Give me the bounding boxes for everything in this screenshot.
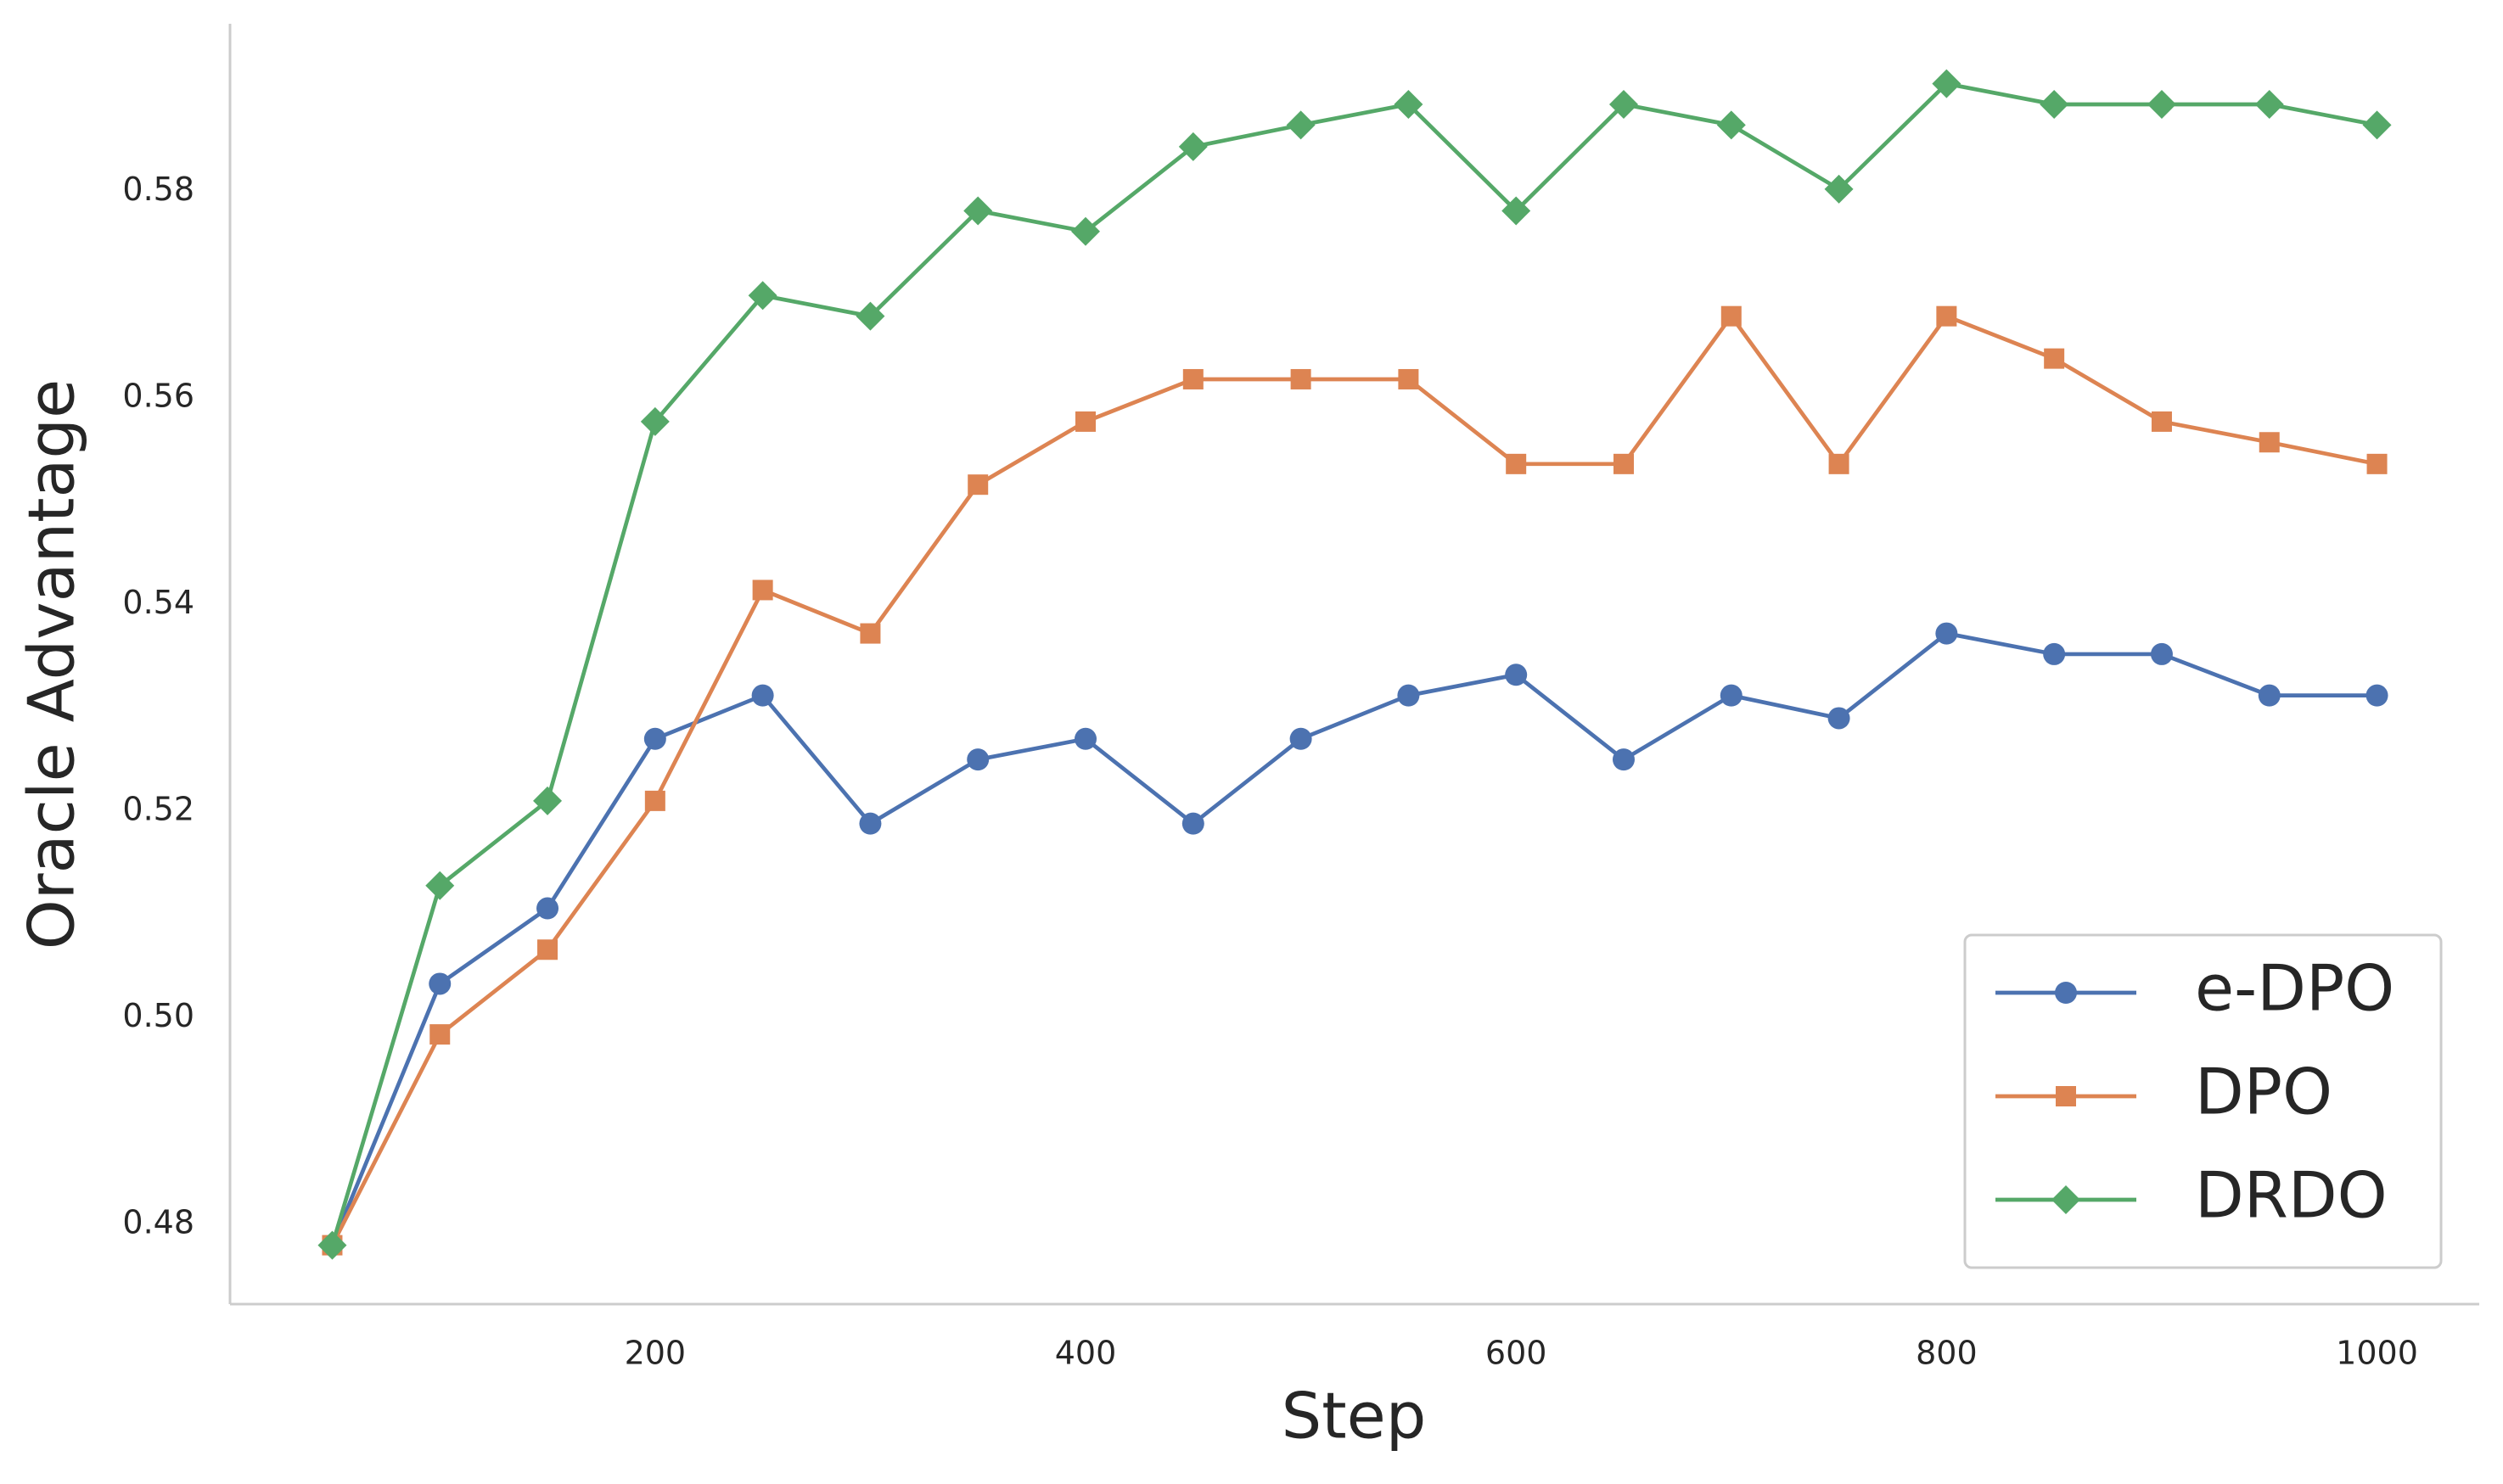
marker [1286,110,1316,140]
x-tick-label: 400 [1055,1335,1117,1372]
marker [1720,305,1742,327]
marker [1932,69,1961,98]
marker [1398,368,1419,389]
marker [643,727,666,750]
y-tick-label: 0.54 [122,584,194,621]
marker [963,196,993,226]
series-line [330,81,2377,1246]
marker [533,786,563,815]
marker [1397,684,1420,707]
marker [2147,89,2176,119]
marker [537,939,558,960]
y-axis-label: Oracle Advantage [14,379,89,949]
marker [644,790,665,811]
marker [1608,89,1638,119]
marker [1828,453,1849,474]
y-tick-label: 0.48 [122,1204,194,1241]
y-tick-label: 0.52 [122,791,194,828]
marker [1501,196,1531,226]
marker [429,972,452,995]
marker [2055,982,2077,1004]
marker [1289,727,1312,750]
marker [1827,707,1850,730]
marker [1824,174,1854,204]
marker [752,580,773,601]
marker [1394,89,1423,119]
marker [2258,684,2281,707]
marker [425,871,455,900]
marker [536,897,559,920]
marker [968,474,989,496]
x-axis-label: Step [1282,1379,1427,1453]
marker [2043,642,2066,665]
marker [860,623,881,644]
marker [748,281,777,311]
marker [967,748,990,771]
marker [1716,110,1746,140]
marker [856,301,885,331]
marker [2044,348,2065,369]
marker [317,1230,347,1260]
marker [1182,368,1204,389]
marker [2051,1185,2080,1214]
marker [1505,664,1528,686]
marker [1720,684,1743,707]
x-tick-label: 800 [1916,1335,1978,1372]
y-tick-label: 0.50 [122,997,194,1034]
marker [751,684,774,707]
marker [2259,432,2280,453]
marker [2366,453,2388,474]
marker [1181,812,1204,835]
legend-label: DPO [2195,1055,2332,1129]
series-line [330,631,2377,1246]
marker [1178,132,1208,161]
marker [1071,216,1101,246]
marker [1935,622,1958,645]
marker [2151,411,2172,432]
marker [1075,727,1097,750]
marker [429,1024,451,1045]
marker [640,406,670,436]
marker [2040,89,2069,119]
y-tick-label: 0.58 [122,171,194,208]
marker [2362,110,2392,140]
series-line [330,312,2378,1246]
marker [1613,453,1634,474]
x-tick-label: 600 [1485,1335,1547,1372]
marker [2150,642,2173,665]
marker [1290,368,1311,389]
marker [1936,305,1957,327]
legend-label: DRDO [2195,1158,2388,1233]
marker [1506,453,1527,474]
y-tick-label: 0.56 [122,377,194,414]
x-tick-label: 200 [625,1335,687,1372]
marker [2366,684,2388,707]
marker [859,812,882,835]
x-tick-label: 1000 [2336,1335,2418,1372]
legend-label: e-DPO [2195,951,2394,1026]
marker [2056,1086,2076,1106]
marker [1075,411,1097,432]
legend-box [1963,933,2443,1269]
marker [1612,748,1635,771]
marker [2254,89,2284,119]
